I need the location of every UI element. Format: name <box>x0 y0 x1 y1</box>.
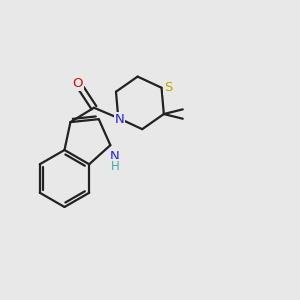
Text: H: H <box>110 160 119 173</box>
Text: S: S <box>164 81 172 94</box>
Text: N: N <box>110 150 120 163</box>
Text: N: N <box>115 113 124 126</box>
Text: O: O <box>72 77 83 90</box>
